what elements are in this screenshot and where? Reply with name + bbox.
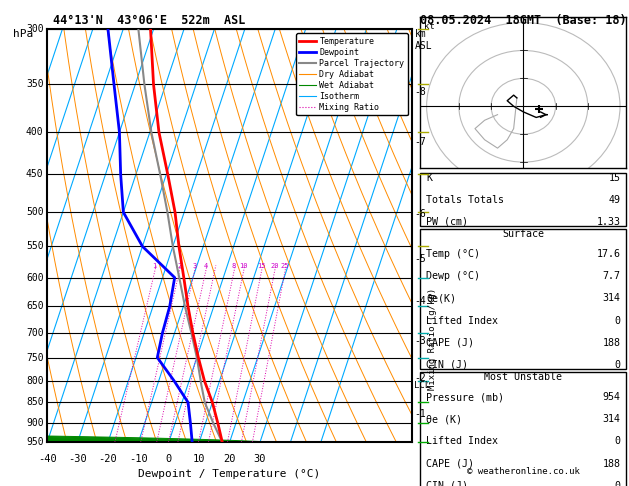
Text: 800: 800	[26, 376, 43, 386]
Text: CAPE (J): CAPE (J)	[426, 338, 474, 347]
Text: Lifted Index: Lifted Index	[426, 315, 498, 326]
Text: hPa: hPa	[13, 29, 33, 39]
Text: -5: -5	[414, 254, 426, 264]
Text: 17.6: 17.6	[596, 249, 620, 259]
Text: PW (cm): PW (cm)	[426, 217, 469, 227]
Text: 900: 900	[26, 418, 43, 428]
Text: 600: 600	[26, 273, 43, 282]
Text: Pressure (mb): Pressure (mb)	[426, 392, 504, 402]
Text: 850: 850	[26, 398, 43, 407]
Text: LCL: LCL	[414, 381, 430, 390]
Text: Temp (°C): Temp (°C)	[426, 249, 481, 259]
Text: 0: 0	[615, 481, 620, 486]
Text: -7: -7	[414, 137, 426, 147]
Text: θe(K): θe(K)	[426, 294, 457, 303]
Text: Surface: Surface	[503, 229, 544, 239]
Text: 300: 300	[26, 24, 43, 34]
Text: 20: 20	[270, 263, 279, 269]
Text: 1: 1	[152, 263, 157, 269]
Text: θe (K): θe (K)	[426, 414, 462, 424]
Text: 0: 0	[615, 436, 620, 447]
Text: Most Unstable: Most Unstable	[484, 372, 562, 382]
Text: 550: 550	[26, 242, 43, 251]
Text: 188: 188	[603, 459, 620, 469]
Text: 0: 0	[615, 360, 620, 370]
Text: Dewp (°C): Dewp (°C)	[426, 271, 481, 281]
Bar	[420, 173, 626, 226]
Text: 954: 954	[603, 392, 620, 402]
Text: 15: 15	[608, 173, 620, 183]
Text: 10: 10	[193, 454, 206, 465]
Text: 650: 650	[26, 301, 43, 311]
Text: -10: -10	[129, 454, 148, 465]
Text: -6: -6	[414, 209, 426, 219]
Text: -4: -4	[414, 296, 426, 306]
Text: -8: -8	[414, 87, 426, 97]
Text: 3: 3	[192, 263, 196, 269]
Text: 188: 188	[603, 338, 620, 347]
Text: © weatheronline.co.uk: © weatheronline.co.uk	[467, 467, 580, 476]
Text: 400: 400	[26, 127, 43, 137]
Text: 20: 20	[223, 454, 236, 465]
Text: 4: 4	[204, 263, 208, 269]
Text: 700: 700	[26, 328, 43, 338]
Legend: Temperature, Dewpoint, Parcel Trajectory, Dry Adiabat, Wet Adiabat, Isotherm, Mi: Temperature, Dewpoint, Parcel Trajectory…	[296, 34, 408, 116]
Text: CIN (J): CIN (J)	[426, 481, 469, 486]
Text: Mixing Ratio (g/kg): Mixing Ratio (g/kg)	[428, 288, 437, 390]
Text: 0: 0	[165, 454, 172, 465]
Text: 450: 450	[26, 170, 43, 179]
Text: -40: -40	[38, 454, 57, 465]
Text: -1: -1	[414, 409, 426, 419]
Text: 750: 750	[26, 352, 43, 363]
Text: -20: -20	[99, 454, 118, 465]
Text: 314: 314	[603, 294, 620, 303]
Text: 10: 10	[239, 263, 248, 269]
Text: 30: 30	[253, 454, 266, 465]
Text: 950: 950	[26, 437, 43, 447]
Text: -3: -3	[414, 336, 426, 346]
Text: CAPE (J): CAPE (J)	[426, 459, 474, 469]
Text: 314: 314	[603, 414, 620, 424]
Text: 25: 25	[281, 263, 289, 269]
Text: -30: -30	[68, 454, 87, 465]
Text: 350: 350	[26, 79, 43, 89]
Text: 15: 15	[257, 263, 265, 269]
Text: Lifted Index: Lifted Index	[426, 436, 498, 447]
Text: Dewpoint / Temperature (°C): Dewpoint / Temperature (°C)	[138, 469, 321, 479]
Text: 8: 8	[232, 263, 236, 269]
Text: 44°13'N  43°06'E  522m  ASL: 44°13'N 43°06'E 522m ASL	[53, 14, 246, 27]
Text: 7.7: 7.7	[603, 271, 620, 281]
Text: km
ASL: km ASL	[415, 29, 433, 51]
Text: 2: 2	[177, 263, 181, 269]
Text: 0: 0	[615, 315, 620, 326]
Text: kt: kt	[425, 21, 435, 31]
Text: -2: -2	[414, 373, 426, 383]
Text: 08.05.2024  18GMT  (Base: 18): 08.05.2024 18GMT (Base: 18)	[420, 14, 626, 27]
Bar	[420, 372, 626, 486]
Text: Totals Totals: Totals Totals	[426, 195, 504, 205]
Text: 500: 500	[26, 207, 43, 217]
Bar	[420, 229, 626, 369]
Text: 1.33: 1.33	[596, 217, 620, 227]
Text: CIN (J): CIN (J)	[426, 360, 469, 370]
Text: 49: 49	[608, 195, 620, 205]
Text: K: K	[426, 173, 432, 183]
